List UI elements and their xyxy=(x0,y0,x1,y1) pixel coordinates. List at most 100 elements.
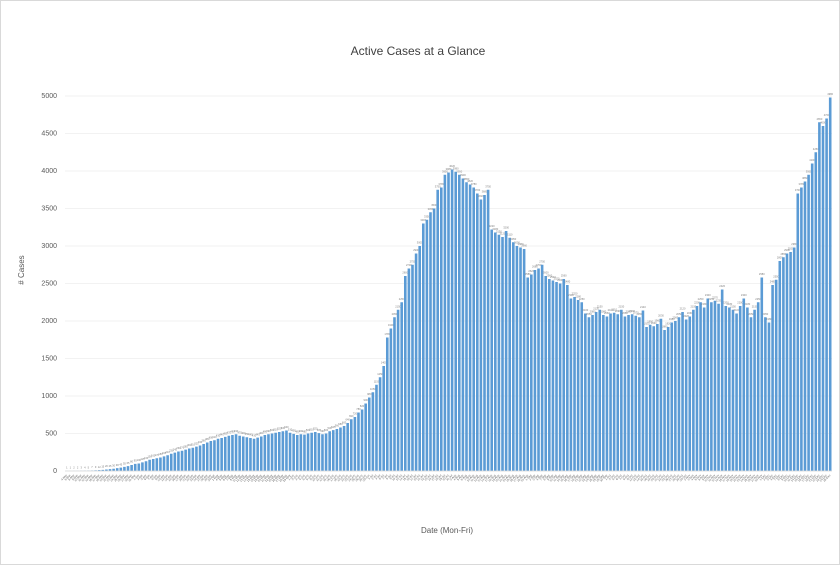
value-label: 300 xyxy=(187,443,192,447)
bar xyxy=(133,463,137,471)
x-tick-label: 30-Apr xyxy=(207,473,216,482)
x-tick-label: 25-Mar xyxy=(113,473,122,482)
x-tick-label: 10-Jul xyxy=(391,473,399,481)
x-tick-label: 22-Jun xyxy=(340,473,349,482)
x-tick-label: 28-Sep xyxy=(592,473,602,483)
x-tick-label: 27-Apr xyxy=(196,473,205,482)
bar xyxy=(648,324,652,471)
bar xyxy=(259,436,263,471)
value-label: 4 xyxy=(84,465,86,469)
value-label: 130 xyxy=(144,456,149,460)
bar xyxy=(738,306,742,471)
x-tick-label: 17-Sep xyxy=(567,473,577,483)
x-tick-label: 8-May xyxy=(229,473,238,482)
value-label: 2250 xyxy=(698,297,704,301)
bar xyxy=(364,403,367,471)
bar xyxy=(670,322,674,471)
value-label: 380 xyxy=(205,437,210,441)
bar xyxy=(331,430,335,471)
x-tick-label: 21-Sep xyxy=(574,473,584,483)
value-label: 2700 xyxy=(536,263,542,267)
bar xyxy=(796,193,800,471)
x-tick-label: 4-Aug xyxy=(452,473,460,481)
bar xyxy=(710,302,713,471)
bar xyxy=(245,437,249,471)
x-tick-label: 26-Nov xyxy=(747,473,757,483)
value-label: 2200 xyxy=(694,301,700,305)
x-tick-label: 1-Jun xyxy=(287,473,295,481)
x-tick-label: 15-Dec xyxy=(793,473,803,483)
bar xyxy=(285,430,288,471)
bar xyxy=(774,279,778,471)
bar xyxy=(584,313,587,471)
bar xyxy=(209,441,213,471)
value-label: 5 xyxy=(88,465,90,469)
value-label: 3000 xyxy=(417,241,423,245)
x-tick-label: 23-Mar xyxy=(106,473,115,482)
bar xyxy=(807,174,810,471)
value-label: 3820 xyxy=(467,179,473,183)
value-label: 4600 xyxy=(820,121,826,125)
value-label: 45 xyxy=(119,462,122,466)
value-label: 520 xyxy=(277,427,282,431)
x-tick-label: 9-Dec xyxy=(780,473,789,482)
x-tick-label: 3-Aug xyxy=(449,473,457,481)
x-tick-label: 14-Jul xyxy=(398,473,406,481)
value-label: 2230 xyxy=(716,298,722,302)
x-tick-label: 11-Sep xyxy=(552,473,561,482)
bar xyxy=(591,315,594,471)
value-label: 530 xyxy=(281,426,286,430)
value-label: 2100 xyxy=(582,308,588,312)
value-label: 3950 xyxy=(456,169,462,173)
bar xyxy=(443,174,447,471)
x-tick-label: 25-May xyxy=(267,473,277,483)
value-label: 2250 xyxy=(708,297,714,301)
x-tick-label: 5-Aug xyxy=(456,473,464,481)
bar xyxy=(292,433,295,471)
value-label: 3150 xyxy=(496,229,502,233)
bar xyxy=(252,438,256,471)
y-tick-label: 500 xyxy=(45,430,57,437)
bar xyxy=(288,432,292,471)
bar xyxy=(828,97,832,471)
bar xyxy=(778,261,782,471)
x-tick-label: 19-May xyxy=(253,473,263,483)
bar xyxy=(792,247,796,471)
value-label: 2050 xyxy=(636,312,642,316)
value-label: 2980 xyxy=(791,242,797,246)
bar xyxy=(468,184,472,471)
x-tick-label: 16-Dec xyxy=(797,473,807,483)
bar xyxy=(447,172,450,471)
x-tick-label: 17-Mar xyxy=(91,473,100,482)
bar xyxy=(227,435,231,471)
value-label: 2200 xyxy=(723,301,729,305)
bar xyxy=(180,450,184,471)
x-tick-label: 17-Jul xyxy=(409,473,417,481)
bar xyxy=(767,322,771,471)
x-tick-label: 3-Jul xyxy=(374,473,381,480)
bar xyxy=(627,315,630,471)
bar xyxy=(753,309,756,471)
x-tick-label: 7-May xyxy=(225,473,234,482)
value-label: 2020 xyxy=(683,314,689,318)
x-tick-label: 23-Sep xyxy=(581,473,591,483)
x-tick-label: 10-Dec xyxy=(783,473,793,483)
x-tick-label: 2-Apr xyxy=(136,473,144,481)
value-label: 440 xyxy=(219,433,224,437)
x-tick-label: 8-Jun xyxy=(305,473,313,481)
x-tick-label: 20-Jul xyxy=(413,473,421,481)
bar xyxy=(652,326,656,471)
bar xyxy=(195,446,198,471)
x-tick-label: 21-Jul xyxy=(416,473,424,481)
bar xyxy=(504,231,508,471)
value-label: 2600 xyxy=(402,271,408,275)
x-tick-label: 23-Jul xyxy=(424,473,432,481)
x-tick-label: 22-Oct xyxy=(657,473,666,482)
value-label: 2620 xyxy=(528,269,534,273)
value-label: 3950 xyxy=(442,169,448,173)
x-tick-label: 5-Mar xyxy=(64,473,72,481)
y-tick-label: 5000 xyxy=(41,93,57,100)
bar xyxy=(623,316,627,471)
x-tick-label: 5-Jun xyxy=(302,473,310,481)
